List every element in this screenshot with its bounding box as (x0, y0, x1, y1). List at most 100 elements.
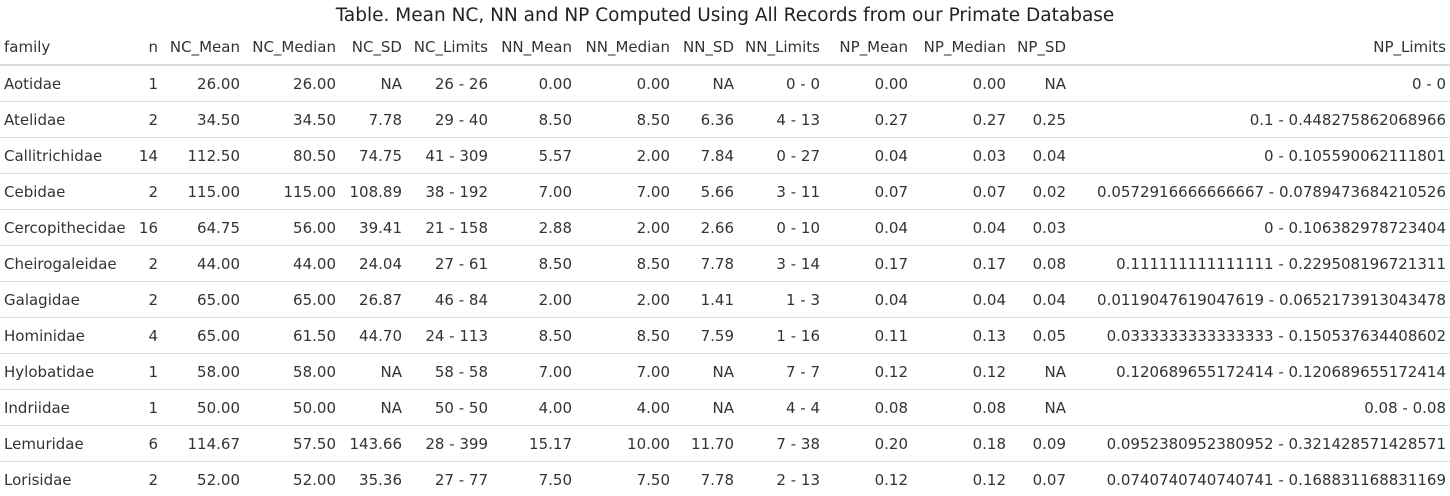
column-header-nc-limits: NC_Limits (406, 30, 492, 66)
cell-nn-limits: 0 - 10 (738, 209, 824, 246)
cell-n: 1 (132, 64, 162, 102)
cell-nc-sd: 74.75 (340, 137, 406, 174)
cell-nc-median: 61.50 (244, 317, 340, 354)
cell-nc-median: 80.50 (244, 137, 340, 174)
cell-nc-limits: 41 - 309 (406, 137, 492, 174)
cell-np-sd: NA (1010, 64, 1070, 102)
cell-np-mean: 0.08 (824, 389, 912, 426)
cell-nc-sd: 44.70 (340, 317, 406, 354)
cell-nc-median: 58.00 (244, 353, 340, 390)
cell-np-limits: 0 - 0 (1070, 64, 1450, 102)
cell-nn-limits: 4 - 4 (738, 389, 824, 426)
column-header-np-median: NP_Median (912, 30, 1010, 66)
cell-nc-mean: 52.00 (162, 461, 244, 496)
table-row: Lemuridae 6 114.67 57.50 143.66 28 - 399 15.17… (0, 425, 1450, 462)
cell-nc-mean: 34.50 (162, 101, 244, 138)
cell-np-sd: 0.05 (1010, 317, 1070, 354)
column-header-np-limits: NP_Limits (1070, 30, 1450, 66)
column-header-nn-sd: NN_SD (674, 30, 738, 66)
cell-np-median: 0.00 (912, 64, 1010, 102)
cell-nn-sd: 11.70 (674, 425, 738, 462)
cell-nn-sd: 2.66 (674, 209, 738, 246)
cell-nn-mean: 7.00 (492, 173, 576, 210)
cell-np-limits: 0.08 - 0.08 (1070, 389, 1450, 426)
cell-nc-sd: 24.04 (340, 245, 406, 282)
cell-nc-median: 34.50 (244, 101, 340, 138)
cell-np-limits: 0.120689655172414 - 0.120689655172414 (1070, 353, 1450, 390)
cell-np-sd: 0.04 (1010, 137, 1070, 174)
column-header-n: n (132, 30, 162, 66)
table-header-row: family n NC_Mean NC_Median NC_SD NC_Limits NN_… (0, 30, 1450, 66)
cell-nn-mean: 4.00 (492, 389, 576, 426)
cell-np-limits: 0.0333333333333333 - 0.150537634408602 (1070, 317, 1450, 354)
cell-np-sd: 0.25 (1010, 101, 1070, 138)
cell-np-mean: 0.27 (824, 101, 912, 138)
cell-np-limits: 0 - 0.105590062111801 (1070, 137, 1450, 174)
cell-nn-sd: NA (674, 64, 738, 102)
cell-np-median: 0.13 (912, 317, 1010, 354)
cell-nc-median: 50.00 (244, 389, 340, 426)
cell-nn-limits: 4 - 13 (738, 101, 824, 138)
table-row: Indriidae 1 50.00 50.00 NA 50 - 50 4.00 4.00 NA 4… (0, 389, 1450, 426)
cell-nc-mean: 26.00 (162, 64, 244, 102)
cell-nc-limits: 21 - 158 (406, 209, 492, 246)
cell-nc-median: 115.00 (244, 173, 340, 210)
cell-nc-mean: 112.50 (162, 137, 244, 174)
cell-nc-limits: 27 - 77 (406, 461, 492, 496)
cell-nc-median: 56.00 (244, 209, 340, 246)
cell-np-mean: 0.04 (824, 137, 912, 174)
cell-n: 16 (132, 209, 162, 246)
table-row: Lorisidae 2 52.00 52.00 35.36 27 - 77 7.50 7.50… (0, 461, 1450, 496)
cell-nn-median: 2.00 (576, 137, 674, 174)
cell-family: Lorisidae (0, 461, 132, 496)
cell-family: Cheirogaleidae (0, 245, 132, 282)
cell-nc-sd: NA (340, 64, 406, 102)
table-row: Hylobatidae 1 58.00 58.00 NA 58 - 58 7.00 7.00 N… (0, 353, 1450, 390)
table-row: Galagidae 2 65.00 65.00 26.87 46 - 84 2.00 2.00… (0, 281, 1450, 318)
cell-nc-sd: 108.89 (340, 173, 406, 210)
cell-np-mean: 0.11 (824, 317, 912, 354)
cell-np-median: 0.04 (912, 281, 1010, 318)
cell-nn-median: 7.50 (576, 461, 674, 496)
cell-nc-median: 65.00 (244, 281, 340, 318)
column-header-nn-limits: NN_Limits (738, 30, 824, 66)
cell-np-sd: 0.02 (1010, 173, 1070, 210)
cell-n: 2 (132, 173, 162, 210)
cell-nc-limits: 58 - 58 (406, 353, 492, 390)
cell-nn-sd: NA (674, 389, 738, 426)
cell-nc-sd: 26.87 (340, 281, 406, 318)
cell-nc-median: 52.00 (244, 461, 340, 496)
cell-nc-sd: NA (340, 353, 406, 390)
cell-nn-median: 2.00 (576, 281, 674, 318)
primate-data-table: family n NC_Mean NC_Median NC_SD NC_Limits NN_… (0, 30, 1450, 496)
cell-nn-median: 4.00 (576, 389, 674, 426)
table-row: Callitrichidae 14 112.50 80.50 74.75 41 - 309… (0, 137, 1450, 174)
cell-nc-limits: 29 - 40 (406, 101, 492, 138)
cell-nc-limits: 26 - 26 (406, 64, 492, 102)
table-row: Atelidae 2 34.50 34.50 7.78 29 - 40 8.50 8.50 6.… (0, 101, 1450, 138)
cell-family: Callitrichidae (0, 137, 132, 174)
cell-nc-limits: 27 - 61 (406, 245, 492, 282)
cell-nc-limits: 50 - 50 (406, 389, 492, 426)
cell-np-limits: 0.0119047619047619 - 0.0652173913043478 (1070, 281, 1450, 318)
column-header-np-mean: NP_Mean (824, 30, 912, 66)
cell-np-sd: NA (1010, 353, 1070, 390)
table-body: Aotidae 1 26.00 26.00 NA 26 - 26 0.00 0.00 NA 0 -… (0, 64, 1450, 496)
cell-np-mean: 0.07 (824, 173, 912, 210)
cell-nc-limits: 46 - 84 (406, 281, 492, 318)
column-header-nc-median: NC_Median (244, 30, 340, 66)
cell-nc-sd: 143.66 (340, 425, 406, 462)
column-header-nc-sd: NC_SD (340, 30, 406, 66)
table-row: Aotidae 1 26.00 26.00 NA 26 - 26 0.00 0.00 NA 0 -… (0, 64, 1450, 102)
cell-n: 1 (132, 353, 162, 390)
cell-nc-mean: 114.67 (162, 425, 244, 462)
cell-nn-sd: 7.78 (674, 245, 738, 282)
cell-n: 2 (132, 281, 162, 318)
cell-nn-limits: 0 - 0 (738, 64, 824, 102)
cell-np-mean: 0.12 (824, 353, 912, 390)
cell-nn-limits: 3 - 11 (738, 173, 824, 210)
cell-n: 14 (132, 137, 162, 174)
cell-nn-median: 7.00 (576, 353, 674, 390)
cell-n: 1 (132, 389, 162, 426)
cell-nn-limits: 2 - 13 (738, 461, 824, 496)
